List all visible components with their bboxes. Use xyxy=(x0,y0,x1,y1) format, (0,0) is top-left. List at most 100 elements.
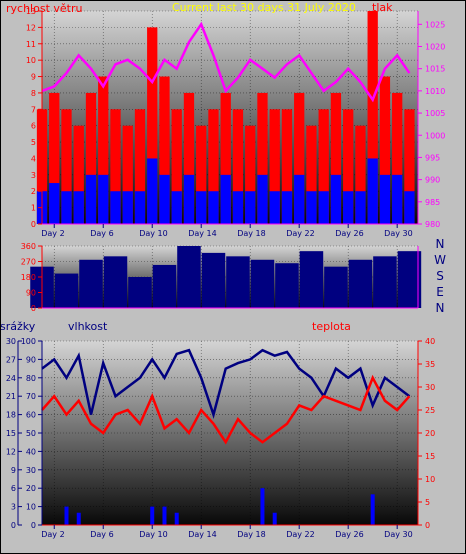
rain-tick-label: 12 xyxy=(6,447,16,456)
gust-bar xyxy=(330,92,342,224)
y2-tick-label: 1000 xyxy=(425,131,445,140)
wind-speed-bar xyxy=(159,174,170,224)
wind-speed-bar xyxy=(134,191,146,224)
x-tick-label: Day 26 xyxy=(335,530,364,539)
rain-humidity-temp-axes: 0102030405060708090100036912151821242730… xyxy=(6,337,435,539)
wind-speed-bar xyxy=(196,191,207,224)
x-tick-label: Day 22 xyxy=(286,530,315,539)
rain-bar xyxy=(272,512,277,525)
wind-speed-bar xyxy=(367,158,378,224)
temperature-tick-label: 10 xyxy=(425,475,435,484)
wind-direction-bar xyxy=(54,273,79,308)
gust-bar xyxy=(183,92,195,224)
rain-bar xyxy=(64,506,69,525)
wind-speed-bar xyxy=(73,191,84,224)
y-tick-label: 3 xyxy=(31,171,36,180)
x-tick-label: Day 30 xyxy=(384,229,413,238)
gust-bar xyxy=(367,11,378,224)
x-tick-label: Day 30 xyxy=(384,530,413,539)
compass-label: W xyxy=(434,253,446,267)
x-tick-label: Day 18 xyxy=(237,530,266,539)
humidity-tick-label: 60 xyxy=(26,411,36,420)
temperature-axis-label: teplota xyxy=(312,320,351,333)
pressure-series-line xyxy=(41,21,411,103)
wind-speed-bar xyxy=(294,174,305,224)
rain-tick-label: 0 xyxy=(11,521,16,530)
humidity-tick-label: 0 xyxy=(31,521,36,530)
temperature-tick-label: 5 xyxy=(425,498,430,507)
humidity-tick-label: 100 xyxy=(21,337,36,346)
y-tick-label: 270 xyxy=(21,258,36,267)
humidity-tick-label: 40 xyxy=(26,447,36,456)
wind-speed-bar xyxy=(306,191,317,224)
temperature-tick-label: 0 xyxy=(425,521,430,530)
wind-speed-bar xyxy=(220,174,231,224)
wind-speed-bar xyxy=(245,191,256,224)
rain-bar xyxy=(150,506,155,525)
wind-speed-bar xyxy=(208,191,219,224)
wind-speed-bar xyxy=(61,191,72,224)
wind-speed-bar xyxy=(122,191,133,224)
x-tick-label: Day 10 xyxy=(139,229,168,238)
temperature-tick-label: 20 xyxy=(425,429,435,438)
wind-speed-series xyxy=(36,158,415,224)
rain-tick-label: 3 xyxy=(11,503,16,512)
wind-speed-bar xyxy=(330,174,342,224)
gust-bar xyxy=(281,109,293,224)
wind-direction-bar xyxy=(128,277,152,308)
wind-speed-bar xyxy=(232,191,244,224)
rain-axis-label: srážky xyxy=(0,320,36,333)
x-tick-label: Day 10 xyxy=(139,530,168,539)
humidity-tick-label: 30 xyxy=(26,466,36,475)
gust-bar xyxy=(294,92,305,224)
wind-direction-axes: 0 90 180 270 360 xyxy=(21,242,419,313)
compass-label: S xyxy=(436,269,444,283)
gust-bar xyxy=(171,109,182,224)
rain-bar xyxy=(370,494,375,525)
gust-bar xyxy=(318,109,329,224)
wind-pressure-axes: 0123456789101112139809859909951000100510… xyxy=(26,7,446,238)
gust-bar xyxy=(306,125,317,224)
x-tick-label: Day 2 xyxy=(41,229,64,238)
y-tick-label: 7 xyxy=(31,105,36,114)
gust-bar xyxy=(134,109,146,224)
wind-direction-bar xyxy=(397,251,422,308)
wind-speed-bar xyxy=(404,191,415,224)
y2-tick-label: 1010 xyxy=(425,87,445,96)
humidity-series-line xyxy=(41,348,411,419)
x-tick-label: Day 6 xyxy=(90,229,113,238)
temperature-tick-label: 30 xyxy=(425,383,435,392)
wind-direction-bar xyxy=(201,252,226,308)
y-tick-label: 4 xyxy=(31,154,36,163)
gust-bar xyxy=(49,92,60,224)
wind-speed-bar xyxy=(281,191,293,224)
y2-tick-label: 985 xyxy=(425,198,440,207)
y-tick-label: 12 xyxy=(26,23,36,32)
wind-direction-bar xyxy=(79,259,103,308)
x-tick-label: Day 26 xyxy=(335,229,364,238)
gust-bar xyxy=(159,76,170,225)
gust-bar xyxy=(245,125,256,224)
gust-bar xyxy=(257,92,268,224)
rain-tick-label: 21 xyxy=(6,392,16,401)
x-tick-label: Day 18 xyxy=(237,229,266,238)
wind-speed-bar xyxy=(318,191,329,224)
x-tick-label: Day 2 xyxy=(41,530,64,539)
pressure-axis-label: tlak xyxy=(372,1,393,14)
rain-tick-label: 27 xyxy=(6,355,16,364)
wind-direction-bar xyxy=(152,264,177,308)
rain-tick-label: 30 xyxy=(6,337,16,346)
gust-bar xyxy=(196,125,207,224)
y-tick-label: 2 xyxy=(31,187,36,196)
gust-bar xyxy=(392,92,403,224)
wind-direction-bar xyxy=(348,259,373,308)
gust-bar xyxy=(73,125,84,224)
gust-bar xyxy=(122,125,133,224)
humidity-tick-label: 90 xyxy=(26,355,36,364)
wind-direction-bar xyxy=(226,256,250,308)
gust-bar xyxy=(147,27,158,225)
gust-bar xyxy=(232,109,244,224)
gust-bar xyxy=(355,125,366,224)
y-tick-label: 9 xyxy=(31,73,36,82)
